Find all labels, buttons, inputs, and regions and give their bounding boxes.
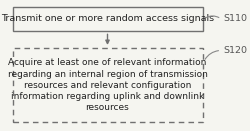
Text: Transmit one or more random access signals: Transmit one or more random access signa… <box>1 15 214 23</box>
Text: S110: S110 <box>224 15 248 23</box>
Text: S120: S120 <box>224 46 248 55</box>
Text: Acquire at least one of relevant information
regarding an internal region of tra: Acquire at least one of relevant informa… <box>8 58 207 112</box>
Bar <box>12 7 202 31</box>
Bar <box>12 48 202 122</box>
